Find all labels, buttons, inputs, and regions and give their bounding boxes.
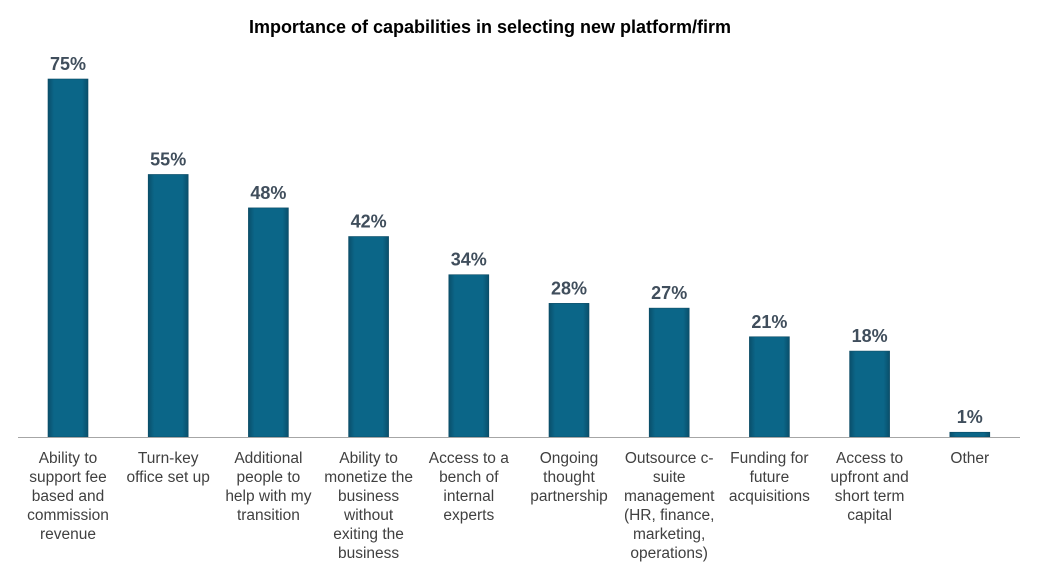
x-tick-label: Funding for future acquisitions — [728, 450, 810, 505]
x-tick-label: Outsource c- suite management (HR, finan… — [623, 450, 715, 562]
bar — [448, 274, 490, 438]
x-tick-label: Turn-key office set up — [126, 450, 210, 486]
chart-title: Importance of capabilities in selecting … — [248, 17, 732, 37]
data-label: 55% — [150, 149, 186, 169]
bar — [248, 207, 289, 438]
data-label: 21% — [751, 312, 787, 332]
bar — [147, 174, 189, 438]
bar — [348, 236, 389, 438]
bar — [548, 303, 590, 438]
bar — [648, 307, 690, 438]
data-label: 18% — [852, 326, 888, 346]
x-tick-label: Access to a bench of internal experts — [428, 450, 509, 524]
data-label: 28% — [551, 278, 587, 298]
bar — [949, 431, 991, 438]
x-tick-label: Additional people to help with my transi… — [225, 450, 312, 524]
x-tick-label: Other — [950, 450, 990, 467]
data-label: 75% — [50, 54, 86, 74]
data-label: 27% — [651, 283, 687, 303]
x-tick-label: Ability to monetize the business without… — [324, 450, 413, 562]
bar — [749, 336, 790, 438]
data-label: 42% — [351, 212, 387, 232]
data-label: 48% — [250, 183, 286, 203]
x-tick-label: Ongoing thought partnership — [530, 450, 608, 505]
data-label: 1% — [957, 407, 983, 427]
x-tick-label: Ability to support fee based and commiss… — [27, 450, 109, 543]
data-label: 34% — [451, 250, 487, 270]
bar — [47, 78, 89, 438]
x-tick-label: Access to upfront and short term capital — [830, 450, 909, 524]
bar — [849, 350, 890, 438]
